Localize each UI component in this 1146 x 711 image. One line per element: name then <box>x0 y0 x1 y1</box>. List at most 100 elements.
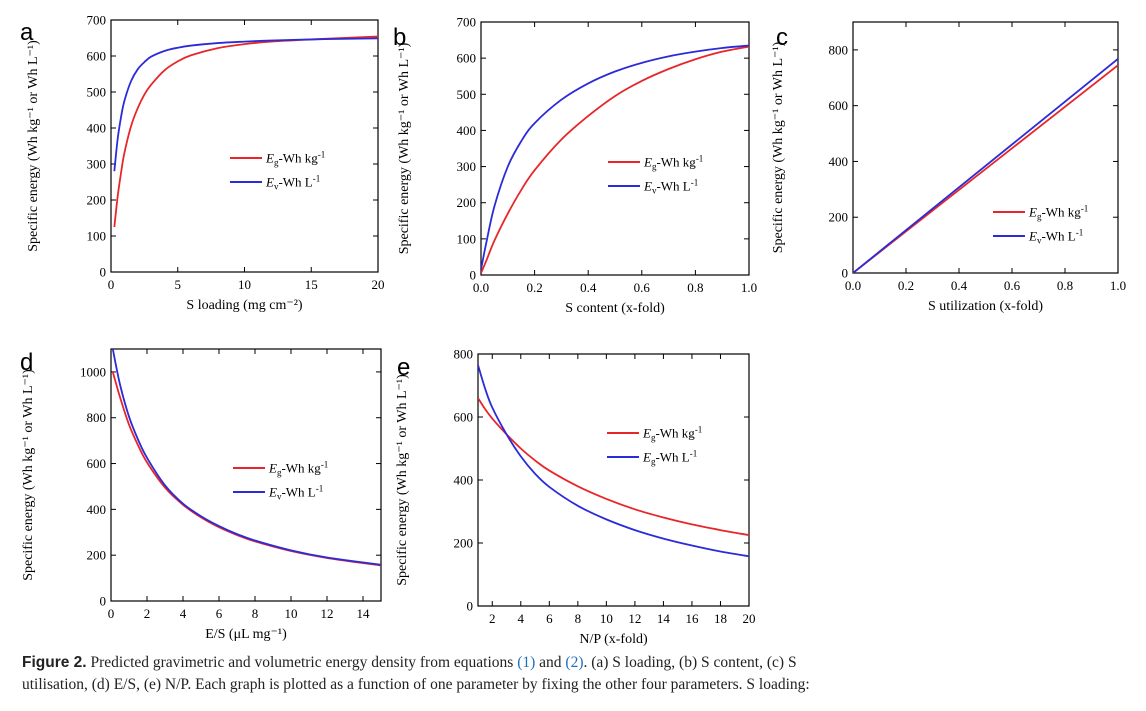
y-tick-label: 100 <box>457 231 477 246</box>
x-tick-label: 10 <box>238 277 251 292</box>
series-line-blue <box>113 37 378 172</box>
figure-caption: Figure 2. Predicted gravimetric and volu… <box>22 652 1132 696</box>
legend-unit: -Wh kg <box>281 461 321 476</box>
legend-superscript: -1 <box>316 484 324 494</box>
y-tick-label: 800 <box>87 410 107 425</box>
x-tick-label: 12 <box>628 611 641 626</box>
series-line-red <box>478 397 749 537</box>
x-tick-label: 4 <box>180 606 187 621</box>
legend-subscript: v <box>1037 236 1042 246</box>
legend-symbol: E <box>643 179 652 194</box>
y-tick-label: 0 <box>100 594 107 609</box>
legend-superscript: -1 <box>691 178 699 188</box>
legend-subscript: v <box>652 186 657 196</box>
x-tick-label: 0.2 <box>898 278 914 293</box>
y-tick-label: 1000 <box>80 364 106 379</box>
series-line-blue <box>481 44 749 270</box>
legend-symbol: E <box>642 450 651 465</box>
x-tick-label: 14 <box>657 611 671 626</box>
legend-subscript: v <box>274 182 279 192</box>
y-tick-label: 200 <box>457 195 477 210</box>
legend-superscript: -1 <box>690 449 698 459</box>
x-tick-label: 0.6 <box>1004 278 1021 293</box>
caption-text-2: and <box>535 654 566 671</box>
panel-letter-a: a <box>20 19 34 46</box>
y-tick-label: 700 <box>87 13 107 28</box>
y-tick-label: 200 <box>87 193 107 208</box>
x-tick-label: 5 <box>175 277 182 292</box>
x-tick-label: 6 <box>216 606 223 621</box>
caption-ref-2[interactable]: (2) <box>565 654 584 671</box>
legend-symbol: E <box>265 151 274 166</box>
chart-panel-c: c 0.0 0.2 0.4 0.6 0.8 1.0 0 200 400 600 800 S utiliz… <box>771 21 1126 314</box>
x-tick-label: 0.4 <box>580 280 597 295</box>
panel-letter-d: d <box>20 349 33 376</box>
x-tick-label: 2 <box>144 606 151 621</box>
y-axis-title: Specific energy (Wh kg⁻¹ or Wh L⁻¹) <box>397 42 412 254</box>
x-tick-label: 10 <box>285 606 298 621</box>
y-axis-title: Specific energy (Wh kg⁻¹ or Wh L⁻¹) <box>26 40 41 252</box>
y-tick-label: 400 <box>87 502 107 517</box>
y-tick-label: 400 <box>454 473 474 488</box>
plot-frame <box>477 353 750 607</box>
y-tick-label: 200 <box>829 210 849 225</box>
legend-unit: -Wh kg <box>656 155 696 170</box>
x-tick-label: 1.0 <box>741 280 757 295</box>
plot-frame <box>110 19 379 273</box>
legend-subscript: g <box>1037 212 1042 222</box>
y-tick-label: 400 <box>87 121 107 136</box>
x-tick-label: 0.8 <box>1057 278 1073 293</box>
x-tick-label: 16 <box>685 611 699 626</box>
legend-label: Eg-Wh kg-1 <box>643 154 703 172</box>
x-tick-label: 4 <box>518 611 525 626</box>
chart-panel-b: b 0.0 0.2 0.4 0.6 0.8 1.0 0 100 200 300 400 500 600 70… <box>393 15 757 317</box>
legend-unit: -Wh L <box>655 450 689 465</box>
y-tick-label: 500 <box>87 85 107 100</box>
x-tick-label: 8 <box>575 611 582 626</box>
x-axis-title: S loading (mg cm⁻²) <box>186 298 303 313</box>
y-tick-label: 700 <box>457 15 477 30</box>
x-tick-label: 20 <box>372 277 385 292</box>
y-tick-label: 600 <box>457 51 477 66</box>
legend-subscript: g <box>651 433 656 443</box>
x-tick-label: 6 <box>546 611 553 626</box>
legend-unit: -Wh L <box>278 175 312 190</box>
x-axis-title: E/S (μL mg⁻¹) <box>205 627 287 642</box>
legend-subscript: g <box>274 158 279 168</box>
legend-superscript: -1 <box>313 174 321 184</box>
y-tick-label: 200 <box>454 536 474 551</box>
series-line-blue <box>111 349 381 566</box>
y-tick-label: 100 <box>87 229 107 244</box>
x-tick-label: 18 <box>714 611 727 626</box>
x-tick-label: 12 <box>321 606 334 621</box>
x-tick-label: 0.0 <box>473 280 489 295</box>
y-tick-label: 600 <box>87 456 107 471</box>
y-tick-label: 0 <box>842 266 849 281</box>
x-tick-label: 1.0 <box>1110 278 1126 293</box>
y-tick-label: 0 <box>100 265 107 280</box>
legend-subscript: g <box>277 468 282 478</box>
legend-superscript: -1 <box>321 460 329 470</box>
legend-superscript: -1 <box>695 425 703 435</box>
legend-superscript: -1 <box>318 150 326 160</box>
legend-unit: -Wh L <box>1041 229 1075 244</box>
x-tick-label: 14 <box>357 606 371 621</box>
y-axis-title: Specific energy (Wh kg⁻¹ or Wh L⁻¹) <box>395 374 410 586</box>
legend-symbol: E <box>268 485 277 500</box>
x-tick-label: 2 <box>489 611 496 626</box>
legend-superscript: -1 <box>696 154 704 164</box>
caption-line-1: Figure 2. Predicted gravimetric and volu… <box>22 652 1132 674</box>
series-line-blue <box>853 58 1118 273</box>
caption-ref-1[interactable]: (1) <box>517 654 536 671</box>
y-axis-title: Specific energy (Wh kg⁻¹ or Wh L⁻¹) <box>21 369 36 581</box>
legend-label: Ev-Wh L-1 <box>643 178 698 196</box>
legend-superscript: -1 <box>1081 204 1089 214</box>
x-tick-label: 0.2 <box>526 280 542 295</box>
y-tick-label: 400 <box>829 154 849 169</box>
legend-label: Ev-Wh L-1 <box>1028 228 1083 246</box>
caption-text-3: . (a) S loading, (b) S content, (c) S <box>583 654 797 671</box>
legend-label: Eg-Wh L-1 <box>642 449 697 467</box>
y-tick-label: 0 <box>467 599 474 614</box>
caption-figure-label: Figure 2. <box>22 654 87 671</box>
